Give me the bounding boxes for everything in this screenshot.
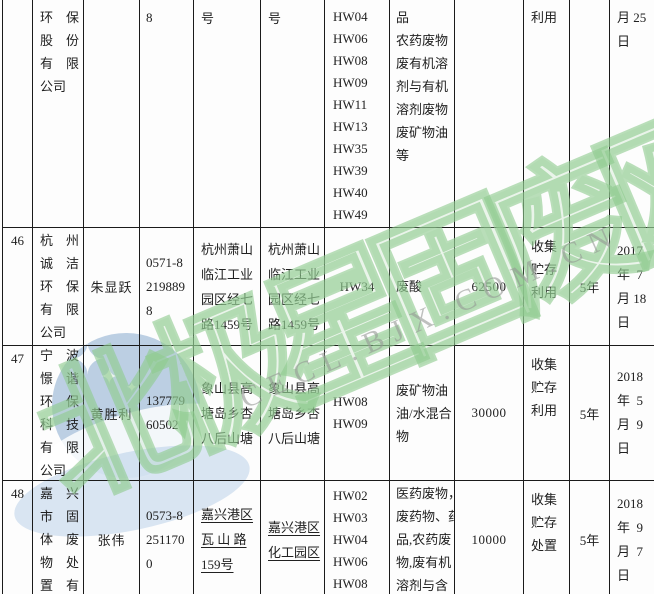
cell-contact [84,0,140,228]
cell-contact: 张伟 [84,481,140,594]
cell-phone: 137779 60502 [140,346,194,481]
cell-registered-address: 号 [194,0,261,228]
cell-registered-address: 杭州萧山 临江工业 园区经七 路1459号 [194,228,261,346]
cell-issue-date: 2018 年 9 月 7 日 [610,481,654,594]
cell-validity-term [570,0,610,228]
cell-company-name: 杭 州 诚 洁 环 保 有 限 公司 [33,228,84,346]
cell-serial: 46 [2,228,33,346]
cell-waste-names: 废矿物油 油/水混合 物 [390,346,455,481]
cell-company-name: 环 保 股 份 有 限 公司 [33,0,84,228]
cell-operating-address: 号 [261,0,325,228]
cell-serial [2,0,33,228]
cell-operation-mode: 收集 贮存 利用 [524,346,570,481]
cell-validity-term: 5年 [570,228,610,346]
cell-waste-names: 医药废物， 废药物、药 品,农药废 物,废有机 溶剂与含 [390,481,455,594]
cell-waste-codes: HW02 HW03 HW04 HW06 HW08 [325,481,390,594]
cell-quantity: 62500 [455,228,524,346]
cell-registered-address: 嘉兴港区 瓦 山 路 159号 [194,481,261,594]
cell-operating-address: 杭州萧山 临江工业 园区经七 路1459号 [261,228,325,346]
cell-company-name: 宁 波 憬 谐 环 保 科 技 有 限 公司 [33,346,84,481]
cell-phone: 0573-8 251170 0 [140,481,194,594]
cell-issue-date: 2018 年 5 月 9 日 [610,346,654,481]
cell-operating-address: 嘉兴港区 化工园区 [261,481,325,594]
cell-operation-mode: 利用 [524,0,570,228]
cell-quantity: 10000 [455,481,524,594]
cell-registered-address: 象山县高 塘岛乡杏 八后山塘 [194,346,261,481]
cell-operating-address: 象山县高 塘岛乡杏 八后山塘 [261,346,325,481]
cell-waste-codes: HW04 HW06 HW08 HW09 HW11 HW13 HW35 HW39 … [325,0,390,228]
cell-serial: 48 [2,481,33,594]
cell-serial: 47 [2,346,33,481]
cell-issue-date: 月 25 日 [610,0,654,228]
cell-validity-term: 5年 [570,481,610,594]
cell-contact: 黄胜利 [84,346,140,481]
cell-validity-term: 5年 [570,346,610,481]
cell-phone: 0571-8 219889 8 [140,228,194,346]
cell-operation-mode: 收集 贮存 利用 [524,228,570,346]
cell-quantity [455,0,524,228]
cell-waste-names: 废酸 [390,228,455,346]
cell-issue-date: 2017 年 7 月 18 日 [610,228,654,346]
cell-contact: 朱显跃 [84,228,140,346]
cell-company-name: 嘉 兴 市 固 体 废 物 处 置 有 [33,481,84,594]
cell-operation-mode: 收集 贮存 处置 [524,481,570,594]
cell-waste-names: 品 农药废物 废有机溶 剂与有机 溶剂废物 废矿物油 等 [390,0,455,228]
cell-phone: 8 [140,0,194,228]
cell-waste-codes: HW34 [325,228,390,346]
cell-waste-codes: HW08 HW09 [325,346,390,481]
cell-quantity: 30000 [455,346,524,481]
